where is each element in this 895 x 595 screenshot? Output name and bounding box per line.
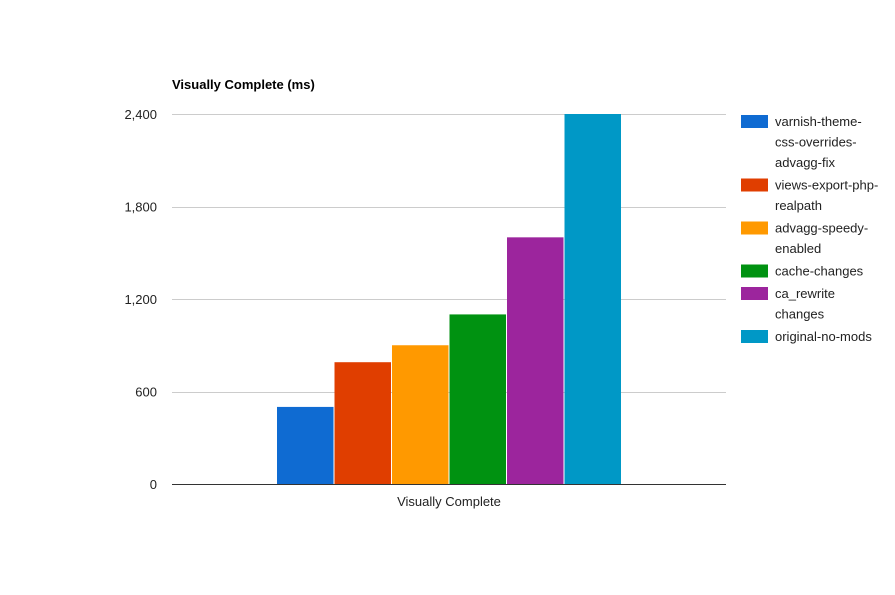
legend-label: changes <box>775 307 825 322</box>
x-category-label: Visually Complete <box>397 494 501 509</box>
legend[interactable]: varnish-theme-css-overrides-advagg-fix vi… <box>741 114 878 344</box>
legend-swatch <box>741 287 768 300</box>
y-tick-label: 1,200 <box>124 292 157 307</box>
legend-swatch <box>741 178 768 192</box>
legend-swatch <box>741 330 768 343</box>
legend-label: varnish-theme- <box>775 114 862 129</box>
legend-item[interactable]: varnish-theme-css-overrides-advagg-fix <box>741 114 862 170</box>
legend-swatch <box>741 264 768 278</box>
bar-varnish-theme-css-overrides-advagg-fix[interactable] <box>277 406 334 484</box>
bar-views-export-php-realpath[interactable] <box>334 362 392 484</box>
legend-item[interactable]: views-export-php-realpath <box>741 178 878 214</box>
bar-cache-changes[interactable] <box>449 314 507 484</box>
axes: 0 600 1,200 1,800 2,400 Visually Complete <box>124 107 726 509</box>
legend-label: original-no-mods <box>775 329 872 344</box>
y-tick-label: 600 <box>135 385 157 400</box>
bar-ca-rewrite-changes[interactable] <box>507 237 564 484</box>
legend-label: ca_rewrite <box>775 286 835 301</box>
legend-label: realpath <box>775 198 822 213</box>
legend-label: advagg-fix <box>775 155 835 170</box>
legend-swatch <box>741 115 768 128</box>
legend-label: css-overrides- <box>775 135 857 150</box>
legend-label: enabled <box>775 241 821 256</box>
legend-item[interactable]: advagg-speedy-enabled <box>741 221 868 257</box>
legend-swatch <box>741 221 768 235</box>
chart-title: Visually Complete (ms) <box>172 77 315 92</box>
y-tick-label: 1,800 <box>124 200 157 215</box>
legend-label: advagg-speedy- <box>775 221 868 236</box>
legend-item[interactable]: cache-changes <box>741 264 864 279</box>
bar-original-no-mods[interactable] <box>564 114 622 484</box>
y-tick-label: 2,400 <box>124 107 157 122</box>
legend-item[interactable]: original-no-mods <box>741 329 872 344</box>
legend-label: cache-changes <box>775 264 864 279</box>
bars <box>277 114 621 484</box>
grid-lines <box>172 114 726 393</box>
y-tick-label: 0 <box>150 477 157 492</box>
bar-advagg-speedy-enabled[interactable] <box>392 345 449 484</box>
legend-label: views-export-php- <box>775 178 878 193</box>
